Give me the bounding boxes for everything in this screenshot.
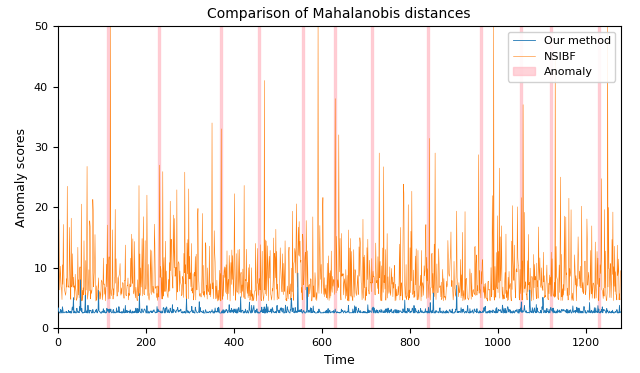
Bar <box>428 26 429 328</box>
Bar <box>258 26 260 328</box>
Line: NSIBF: NSIBF <box>58 26 620 301</box>
NSIBF <box>357 259 365 263</box>
Bar <box>520 26 522 328</box>
NSIBF <box>463 276 470 280</box>
Bar <box>158 26 160 328</box>
NSIBF <box>81 294 89 298</box>
Bar <box>302 26 304 328</box>
Our method <box>432 311 440 315</box>
Bar <box>598 26 600 328</box>
Our method <box>415 311 422 315</box>
Y-axis label: Anomaly scores: Anomaly scores <box>15 128 28 227</box>
Our method <box>379 310 387 314</box>
NSIBF <box>54 252 61 256</box>
Bar <box>220 26 221 328</box>
NSIBF <box>432 282 440 286</box>
Our method <box>294 271 301 275</box>
Legend: Our method, NSIBF, Anomaly: Our method, NSIBF, Anomaly <box>508 32 615 82</box>
Our method <box>360 310 367 315</box>
Our method <box>616 310 624 314</box>
NSIBF <box>106 24 114 28</box>
NSIBF <box>380 290 387 295</box>
NSIBF <box>616 269 624 273</box>
Bar <box>107 26 109 328</box>
Our method <box>463 310 470 315</box>
X-axis label: Time: Time <box>324 354 355 367</box>
NSIBF <box>345 299 353 303</box>
Bar <box>334 26 336 328</box>
NSIBF <box>360 286 368 290</box>
Our method <box>356 308 364 313</box>
Title: Comparison of Mahalanobis distances: Comparison of Mahalanobis distances <box>207 7 471 21</box>
Our method <box>81 293 89 298</box>
Bar <box>480 26 482 328</box>
Bar <box>371 26 373 328</box>
Our method <box>54 310 61 314</box>
Bar <box>550 26 552 328</box>
Line: Our method: Our method <box>58 273 620 313</box>
